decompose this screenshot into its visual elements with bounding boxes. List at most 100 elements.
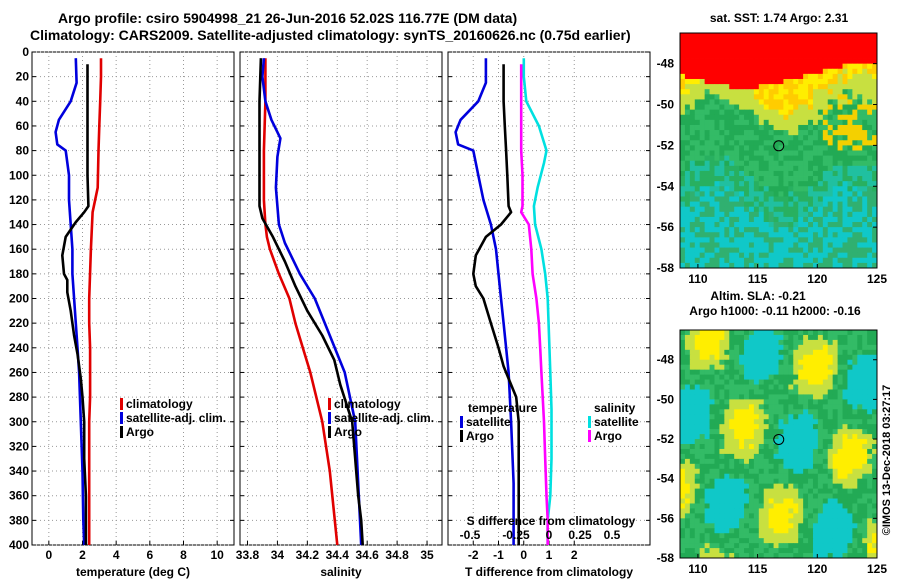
sst-map-cell bbox=[803, 160, 809, 167]
sla-map-cell bbox=[852, 523, 858, 529]
sst-map-cell bbox=[694, 94, 701, 100]
sla-map-cell bbox=[822, 533, 829, 539]
sst-map-cell bbox=[689, 196, 696, 202]
sst-map-cell bbox=[709, 201, 715, 208]
sla-map-cell bbox=[793, 389, 799, 395]
sla-map-cell bbox=[852, 503, 858, 509]
sst-map-cell bbox=[744, 135, 750, 141]
sst-map-cell bbox=[832, 160, 838, 167]
sst-map-cell bbox=[793, 242, 799, 248]
sla-map-cell bbox=[867, 508, 873, 514]
sst-map-cell bbox=[867, 170, 873, 177]
sst-map-cell bbox=[832, 119, 838, 126]
sst-map-cell bbox=[808, 232, 814, 238]
sla-map-cell bbox=[714, 528, 720, 534]
sst-map-cell bbox=[684, 38, 691, 44]
sst-map-cell bbox=[788, 165, 794, 172]
sst-map-cell bbox=[872, 155, 878, 162]
sla-map-cell bbox=[872, 349, 878, 356]
sla-map-cell bbox=[719, 429, 725, 435]
sla-map-cell bbox=[748, 349, 755, 356]
sla-map-cell bbox=[684, 493, 691, 499]
sla-map-cell bbox=[827, 389, 834, 395]
sst-map-cell bbox=[842, 176, 848, 182]
sst-map-cell bbox=[689, 109, 696, 116]
salinity-legend-swatch bbox=[328, 398, 331, 410]
sla-map-cell bbox=[724, 523, 730, 529]
sla-map-cell bbox=[734, 429, 740, 435]
sst-map-cell bbox=[758, 227, 765, 233]
sst-map-cell bbox=[852, 109, 858, 116]
sst-map-cell bbox=[837, 227, 843, 233]
sst-map-cell bbox=[748, 73, 755, 80]
sla-map-cell bbox=[699, 458, 706, 465]
sla-map-cell bbox=[714, 439, 720, 445]
sst-map-cell bbox=[778, 73, 784, 80]
sla-map-cell bbox=[812, 364, 819, 371]
sst-map-cell bbox=[724, 262, 730, 269]
sst-map-cell bbox=[793, 232, 799, 238]
sla-map-cell bbox=[798, 483, 804, 490]
temperature-xtick-label: 0 bbox=[45, 548, 52, 562]
sla-map-cell bbox=[694, 330, 701, 336]
sst-map-cell bbox=[837, 114, 843, 121]
sst-map-cell bbox=[852, 242, 858, 248]
sla-map-cell bbox=[872, 518, 878, 524]
sla-map-cell bbox=[812, 453, 819, 460]
sst-map-cell bbox=[699, 94, 706, 100]
sst-map-cell bbox=[862, 130, 868, 136]
sla-map-cell bbox=[724, 330, 730, 336]
sst-map-cell bbox=[857, 145, 863, 151]
sst-map-cell bbox=[680, 150, 686, 157]
sst-map-cell bbox=[793, 109, 799, 116]
sst-map-cell bbox=[808, 262, 814, 269]
sst-map-cell bbox=[734, 109, 740, 116]
sst-map-cell bbox=[773, 196, 779, 202]
sst-map-cell bbox=[822, 155, 829, 162]
sst-map-cell bbox=[704, 201, 710, 208]
sla-map-cell bbox=[847, 384, 853, 390]
sla-map-cell bbox=[837, 409, 843, 415]
sla-map-cell bbox=[734, 498, 740, 504]
sla-map-cell bbox=[729, 448, 735, 455]
sla-map-ytick-label: -48 bbox=[657, 353, 675, 367]
sst-map-cell bbox=[704, 237, 710, 243]
sla-map-cell bbox=[744, 523, 750, 529]
sst-map-cell bbox=[724, 145, 730, 151]
sla-map-cell bbox=[857, 349, 863, 356]
sla-map-cell bbox=[689, 553, 696, 559]
sst-map-cell bbox=[778, 68, 784, 75]
sst-map-cell bbox=[739, 247, 745, 254]
sst-map-cell bbox=[763, 58, 770, 65]
sst-map-cell bbox=[832, 114, 838, 121]
sla-map-cell bbox=[793, 543, 799, 549]
sla-map-cell bbox=[827, 508, 834, 514]
sst-map-cell bbox=[714, 48, 720, 54]
sst-map-cell bbox=[857, 140, 863, 146]
sst-map-cell bbox=[832, 227, 838, 233]
sla-map-cell bbox=[684, 448, 691, 455]
sla-map-cell bbox=[739, 379, 745, 385]
differences-series-temperature-argo bbox=[471, 64, 521, 545]
sla-map-cell bbox=[709, 453, 715, 460]
sla-map-cell bbox=[699, 354, 706, 361]
sst-map-cell bbox=[753, 206, 760, 213]
sst-map-cell bbox=[852, 33, 858, 39]
sst-map-cell bbox=[753, 53, 760, 59]
depth-tick-label: 380 bbox=[9, 513, 29, 527]
sst-map-cell bbox=[857, 73, 863, 80]
sla-map-cell bbox=[837, 389, 843, 395]
sla-map-cell bbox=[773, 434, 779, 440]
sla-map-cell bbox=[699, 488, 706, 494]
sst-map-cell bbox=[812, 227, 819, 233]
sla-map-cell bbox=[872, 538, 878, 544]
sst-map-cell bbox=[862, 155, 868, 162]
sst-map-cell bbox=[808, 150, 814, 157]
sst-map-cell bbox=[729, 211, 735, 218]
sla-map-cell bbox=[837, 349, 843, 356]
sla-map-cell bbox=[680, 349, 686, 356]
sst-map-cell bbox=[803, 165, 809, 172]
sla-map-cell bbox=[827, 339, 834, 346]
sst-map-cell bbox=[817, 58, 824, 65]
sst-map-cell bbox=[680, 165, 686, 172]
